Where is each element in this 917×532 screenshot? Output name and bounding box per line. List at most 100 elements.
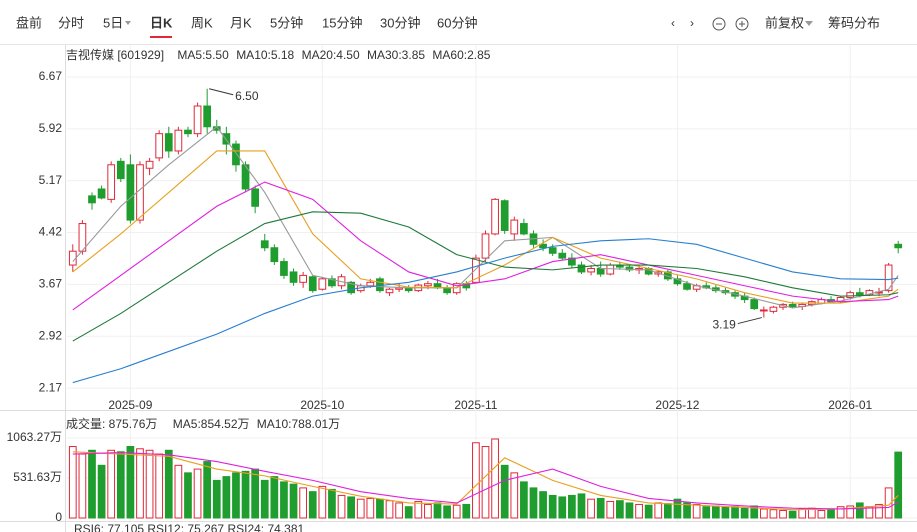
tab[interactable]: 5分钟 [270,15,303,30]
candle-body [222,133,231,145]
volume-bar [414,500,423,519]
legend-entry: MA20:4.50 [302,48,360,62]
tab[interactable]: 分时 [58,15,84,30]
volume-bar [779,509,787,519]
candle-body [568,257,576,266]
toolbar-button[interactable]: 前复权 [765,15,804,30]
tab[interactable]: 月K [230,15,252,30]
zoom-out-icon[interactable] [712,17,726,31]
tab[interactable]: 日K [150,15,173,30]
candle-body [759,309,768,312]
volume-bar [174,464,183,519]
tab[interactable]: 5日 [103,15,123,30]
volume-bar [68,446,77,519]
volume-bar [673,498,682,519]
y-tick-label: 0 [55,510,62,524]
volume-bar [385,500,394,519]
dropdown-arrow [805,21,813,26]
volume-bar [558,496,567,519]
legend-entry: MA5:854.52万 [173,417,250,431]
y-tick-label: 3.67 [39,277,63,291]
y-tick-label: 6.67 [39,69,63,83]
tab[interactable]: 周K [191,15,213,30]
next-icon[interactable]: › [690,16,694,30]
y-tick-label: 2.92 [39,328,63,342]
volume-bar [155,453,164,519]
volume-bar [875,503,883,519]
annotation-label: 3.19 [712,318,736,332]
volume-bar [606,500,615,519]
tab[interactable]: 60分钟 [437,15,477,30]
y-tick-label: 5.17 [39,173,63,187]
candle-body [155,133,164,159]
volume-bar [251,468,260,519]
volume-bar [491,438,499,519]
volume-bar [308,491,317,519]
volume-bar [798,508,807,519]
volume-bar [462,503,471,519]
candle-body [232,143,240,166]
volume-bar [548,494,557,519]
volume-bar [164,449,173,519]
volume-bar [644,504,653,519]
candle-body [788,303,797,308]
volume-bar [731,506,739,519]
rsi-legend: RSI6: 77.105 RSI12: 75.267 RSI24: 74.381 [74,522,304,532]
volume-bar [241,470,250,519]
candle-body [884,264,893,292]
volume-bar [529,487,538,519]
volume-bar [520,481,528,519]
legend-entry: MA60:2.85 [432,48,490,62]
candle-body [606,264,615,275]
volume-bar [395,502,403,519]
prev-icon[interactable]: ‹ [671,16,675,30]
candle-body [347,281,355,294]
volume-bar [683,502,691,519]
candle-body [750,299,759,310]
candle-body [308,276,317,292]
annotation-arrow [737,317,762,325]
legend-entry: MA10:788.01万 [257,417,340,431]
volume-bar [846,505,855,519]
legend-entry: MA5:5.50 [177,48,229,62]
volume-bar [376,498,384,519]
candle-body [241,164,250,190]
volume-bar [126,446,135,519]
toolbar-button[interactable]: 筹码分布 [828,15,880,30]
candle-body [88,195,96,204]
candle-body [548,247,557,254]
candle-body [846,292,855,299]
ma-line [72,451,899,511]
candle-body [520,223,528,235]
volume-bar [654,502,663,519]
volume-bar [635,503,643,519]
volume-bar [78,453,87,519]
candle-body [299,274,308,283]
tab[interactable]: 15分钟 [322,15,362,30]
tab[interactable]: 30分钟 [380,15,420,30]
legend-entry: MA30:3.85 [367,48,425,62]
candle-body [558,252,567,259]
volume-bar [702,506,711,519]
y-tick-label: 5.92 [39,121,63,135]
volume-bar [759,508,768,519]
dropdown-arrow [125,21,131,25]
candle-body [164,133,173,152]
x-tick-label: 2025-09 [108,398,152,412]
candle-body [251,188,260,207]
volume-bar [481,446,490,519]
volume-bar [740,507,749,519]
volume-bar [366,497,375,519]
candle-body [366,281,375,287]
y-tick-label: 2.17 [39,380,63,394]
tab[interactable]: 盘前 [16,15,42,30]
zoom-in-icon[interactable] [735,17,749,31]
candle-body [894,243,903,249]
volume-bar [472,442,480,519]
candle-body [193,105,202,135]
candle-body [328,278,336,287]
candle-body [481,233,490,259]
candle-body [376,278,384,292]
candle-body [184,129,192,135]
